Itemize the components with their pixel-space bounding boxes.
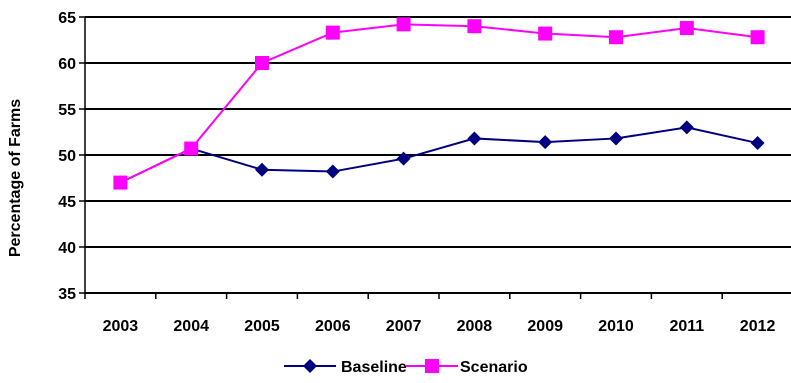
x-tick-label: 2008 [457,318,493,335]
data-point [396,17,411,32]
axes [79,16,723,299]
data-point [467,19,482,34]
x-tick-label: 2004 [173,318,209,335]
y-tick-label: 50 [58,148,76,165]
legend-marker [425,359,439,373]
legend-item-scenario: Scenario [406,359,528,376]
data-point [679,21,694,36]
data-point [538,135,553,150]
data-point [113,175,128,190]
y-tick-label: 35 [58,286,76,303]
data-point [467,131,482,146]
legend-marker [303,359,317,373]
data-point [750,30,765,45]
x-tick-label: 2010 [598,318,634,335]
y-tick-label: 65 [58,10,76,27]
legend: Baseline Scenario [284,359,528,376]
y-axis-title: Percentage of Farms [7,99,24,257]
y-tick-label: 40 [58,240,76,257]
x-tick-label: 2007 [386,318,422,335]
data-point [255,56,269,70]
x-tick-label: 2006 [315,318,351,335]
data-point [184,141,199,156]
x-tick-label: 2011 [669,318,704,335]
data-point [609,131,623,146]
y-tick-label: 55 [58,102,76,119]
data-point [255,162,269,177]
series-scenario [113,17,765,190]
legend-item-baseline: Baseline [284,359,407,376]
series-line [119,23,758,184]
data-point [325,25,340,40]
gridlines [85,16,791,294]
y-tick-label: 60 [58,56,76,73]
data-point [538,26,553,41]
legend-label: Baseline [341,359,407,376]
x-tick-label: 2005 [244,318,280,335]
data-point [609,30,623,45]
x-tick-label: 2003 [103,318,139,335]
legend-label: Scenario [460,359,528,376]
tick-labels: 35 40 45 50 55 60 65 2003 2004 2005 2006 2007 2008 20… [58,10,775,335]
x-tick-label: 2009 [527,318,563,335]
x-tick-label: 2012 [740,318,776,335]
data-point [679,120,694,135]
data-point [325,164,340,179]
series-layer [113,17,765,190]
data-point [396,151,411,166]
series-line [119,126,758,184]
y-tick-label: 45 [58,194,76,211]
data-point [750,136,765,151]
